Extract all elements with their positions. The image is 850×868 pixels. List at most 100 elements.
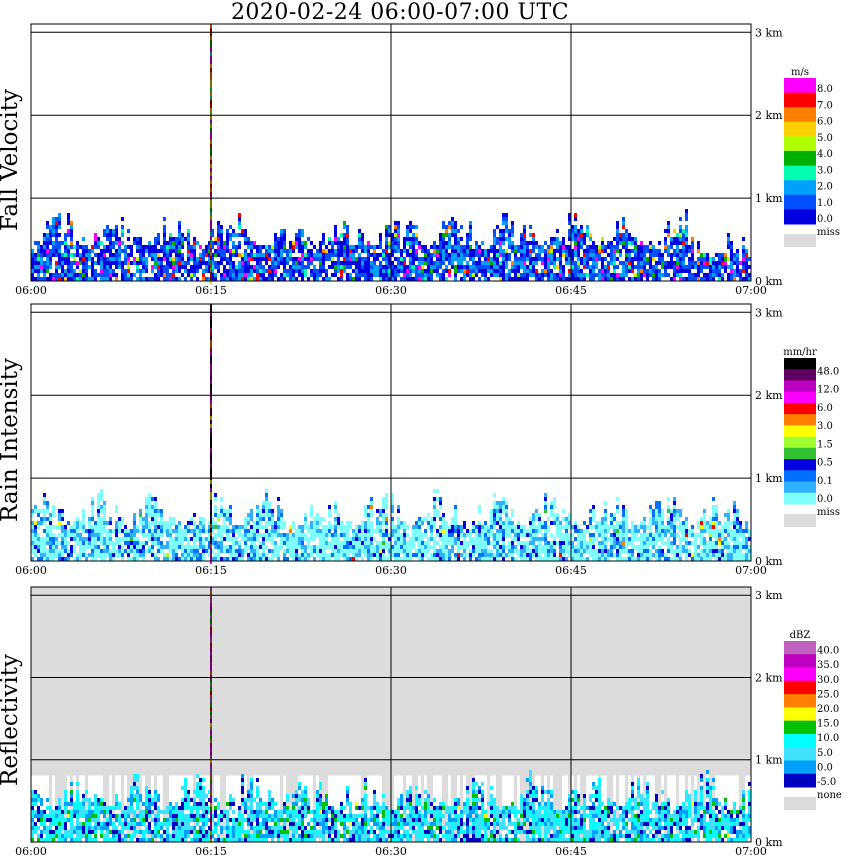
y-tick-label: 2 km — [755, 109, 783, 122]
colorbar-label: 0.0 — [817, 214, 833, 225]
colorbar-label: 6.0 — [817, 117, 833, 128]
chart-title: 2020-02-24 06:00-07:00 UTC — [230, 0, 570, 25]
colorbar-swatch — [784, 136, 816, 152]
colorbar-swatch — [784, 707, 816, 722]
colorbar-swatch — [784, 78, 816, 94]
colorbar-missing-label: miss — [817, 227, 840, 238]
colorbar-label: 5.0 — [817, 133, 833, 144]
x-tick-label: 07:00 — [735, 845, 767, 858]
x-tick-label: 06:45 — [555, 564, 587, 577]
colorbar-swatch — [784, 667, 816, 682]
colorbar-swatch — [784, 760, 816, 775]
panel-2-grid — [31, 304, 751, 561]
colorbar-swatch — [784, 680, 816, 695]
colorbar-unit: m/s — [791, 67, 809, 78]
panel-1-colorbar: m/s 8.0 7.0 6.0 5.0 4.0 3.0 2.0 1.0 0.0 miss — [784, 67, 840, 247]
x-tick-label: 06:15 — [195, 564, 227, 577]
colorbar-swatch — [784, 209, 816, 225]
y-tick-label: 3 km — [755, 26, 783, 39]
colorbar-label: 8.0 — [817, 84, 833, 95]
y-tick-label: 0 km — [755, 555, 783, 568]
colorbar-label: 40.0 — [817, 646, 839, 657]
x-tick-label: 06:00 — [15, 564, 47, 577]
colorbar-label: 4.0 — [817, 149, 833, 160]
colorbar-label: 1.0 — [817, 198, 833, 209]
colorbar-swatch — [784, 107, 816, 123]
panel-3-colorbar: dBZ 40.0 35.0 30.0 25.0 20.0 15.0 10.0 5.0 0.0 -5.… — [784, 630, 842, 810]
colorbar-swatch — [784, 358, 816, 370]
x-tick-label: 06:00 — [15, 845, 47, 858]
colorbar-swatch — [784, 194, 816, 210]
colorbar-swatch — [784, 773, 816, 788]
colorbar-swatch — [784, 470, 816, 483]
colorbar-swatch — [784, 694, 816, 708]
x-tick-label: 06:45 — [555, 284, 587, 297]
colorbar-swatch — [784, 369, 816, 381]
colorbar-swatch — [784, 747, 816, 761]
colorbar-label: 3.0 — [817, 421, 833, 432]
colorbar-label: 12.0 — [817, 385, 839, 396]
colorbar-label: 6.0 — [817, 403, 833, 414]
y-tick-label: 2 km — [755, 671, 783, 684]
colorbar-swatch — [784, 180, 816, 196]
x-tick-label: 06:30 — [375, 284, 407, 297]
colorbar-label: 0.5 — [817, 458, 833, 469]
x-tick-label: 06:30 — [375, 845, 407, 858]
panel-2-echo-field — [31, 489, 751, 561]
colorbar-swatch — [784, 720, 816, 735]
panel-2-frame — [30, 303, 752, 562]
y-tick-label: 1 km — [755, 192, 783, 205]
x-tick-label: 06:15 — [195, 845, 227, 858]
colorbar-swatch — [784, 402, 816, 415]
panel-3-echo-field — [31, 770, 751, 842]
colorbar-label: 0.1 — [817, 476, 833, 487]
colorbar-label: 7.0 — [817, 100, 833, 111]
colorbar-swatch — [784, 641, 816, 655]
colorbar-label: 48.0 — [817, 366, 839, 377]
colorbar-swatch — [784, 151, 816, 167]
x-tick-label: 07:00 — [735, 284, 767, 297]
y-tick-label: 2 km — [755, 389, 783, 402]
panel-1-echo-field — [31, 209, 751, 281]
colorbar-swatch — [784, 414, 816, 426]
colorbar-missing-label: miss — [817, 507, 840, 518]
y-tick-label: 1 km — [755, 754, 783, 767]
colorbar-swatch — [784, 121, 816, 137]
panel-3-grid — [31, 587, 751, 842]
y-tick-label: 3 km — [755, 306, 783, 319]
colorbar-missing-swatch — [784, 234, 816, 247]
colorbar-label: 1.5 — [817, 439, 833, 450]
y-tick-label: 3 km — [755, 589, 783, 602]
panel-2: 06:00 06:15 06:30 06:45 07:000 km 1 km 2 km 3 k… — [15, 303, 840, 577]
colorbar-label: 30.0 — [817, 675, 839, 686]
colorbar-swatch — [784, 459, 816, 471]
colorbar-swatch — [784, 492, 816, 505]
colorbar-swatch — [784, 165, 816, 181]
colorbar-label: 5.0 — [817, 748, 833, 759]
colorbar-missing-swatch — [784, 797, 816, 810]
colorbar-label: -5.0 — [817, 777, 836, 788]
y-tick-label: 0 km — [755, 275, 783, 288]
colorbar-swatch — [784, 447, 816, 460]
colorbar-missing-swatch — [784, 514, 816, 527]
x-tick-label: 06:15 — [195, 284, 227, 297]
panel-1-grid — [31, 24, 751, 281]
colorbar-label: 35.0 — [817, 660, 839, 671]
colorbar-label: 25.0 — [817, 689, 839, 700]
colorbar-label: 20.0 — [817, 704, 839, 715]
panel-3: 06:00 06:15 06:30 06:45 07:000 km 1 km 2 km 3 k… — [15, 586, 842, 858]
colorbar-unit: mm/hr — [783, 347, 817, 358]
panel-3-frame — [30, 586, 752, 843]
x-tick-label: 06:30 — [375, 564, 407, 577]
colorbar-label: 2.0 — [817, 182, 833, 193]
colorbar-swatch — [784, 380, 816, 393]
colorbar-swatch — [784, 733, 816, 748]
colorbar-swatch — [784, 481, 816, 494]
x-tick-label: 06:00 — [15, 284, 47, 297]
y-tick-label: 0 km — [755, 836, 783, 849]
colorbar-label: 10.0 — [817, 733, 839, 744]
colorbar-label: 0.0 — [817, 494, 833, 505]
colorbar-label: 0.0 — [817, 762, 833, 773]
